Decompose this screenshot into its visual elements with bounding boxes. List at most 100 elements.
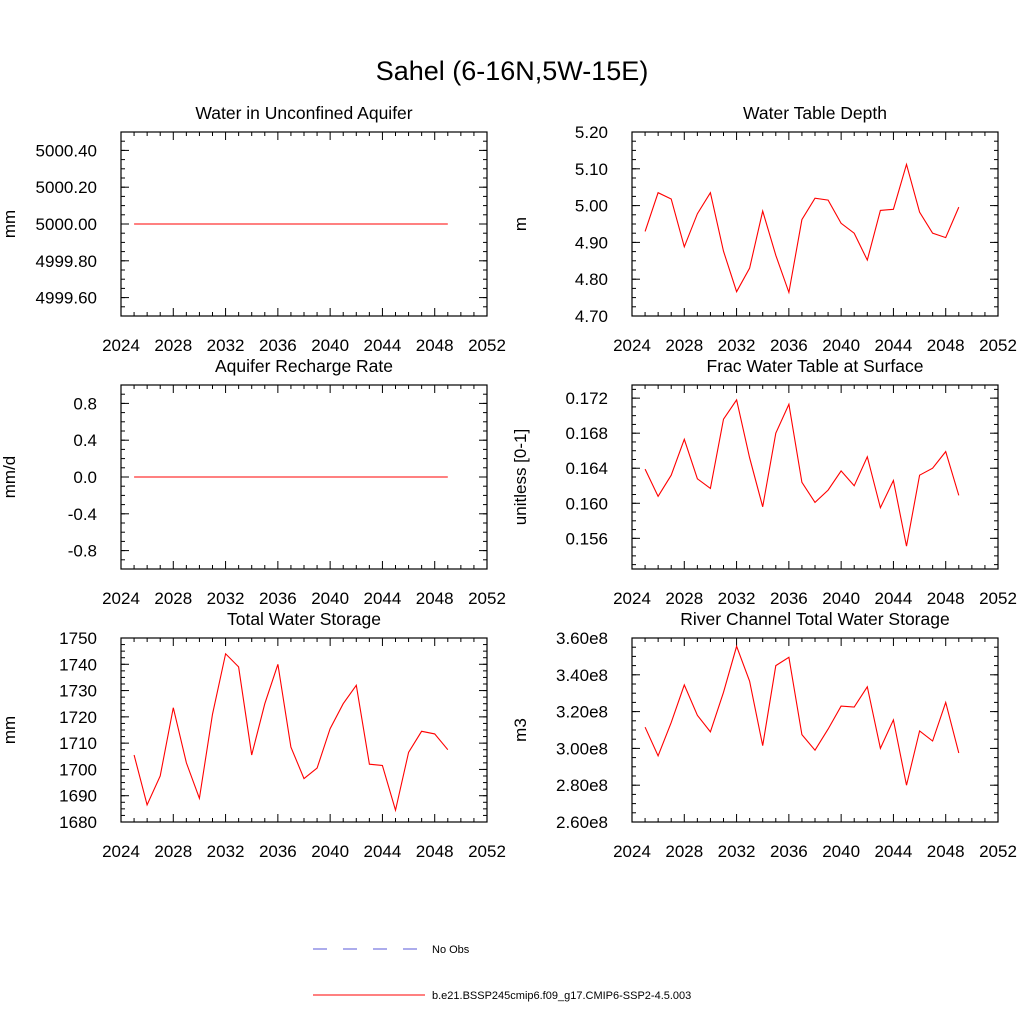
y-axis-label: mm/d xyxy=(0,456,19,499)
y-tick-label: 5000.20 xyxy=(36,178,97,197)
x-tick-label: 2048 xyxy=(927,589,965,608)
legend: No Obs b.e21.BSSP245cmip6.f09_g17.CMIP6-… xyxy=(313,944,691,1002)
y-tick-label: 0.172 xyxy=(565,389,608,408)
y-tick-label: 5000.00 xyxy=(36,215,97,234)
y-tick-label: 1680 xyxy=(59,813,97,832)
plot-frame xyxy=(120,637,488,823)
series-line xyxy=(133,652,449,813)
x-tick-label: 2032 xyxy=(207,842,245,861)
y-tick-label: 1720 xyxy=(59,708,97,727)
x-tick-label: 2028 xyxy=(665,336,703,355)
y-tick-label: 3.20e8 xyxy=(556,703,608,722)
x-tick-label: 2032 xyxy=(207,589,245,608)
y-tick-label: 1740 xyxy=(59,655,97,674)
y-tick-label: 3.60e8 xyxy=(556,629,608,648)
x-tick-label: 2024 xyxy=(102,589,140,608)
chart-panel-4: Frac Water Table at Surface unitless [0-1… xyxy=(511,356,1017,608)
x-tick-label: 2024 xyxy=(613,336,651,355)
x-tick-label: 2040 xyxy=(822,842,860,861)
x-tick-label: 2036 xyxy=(770,336,808,355)
y-tick-label: 0.164 xyxy=(565,459,608,478)
x-tick-label: 2048 xyxy=(927,336,965,355)
y-tick-label: 4999.60 xyxy=(36,289,97,308)
x-tick-label: 2040 xyxy=(822,589,860,608)
plot-frame xyxy=(631,384,999,570)
y-tick-label: -0.4 xyxy=(68,505,97,524)
chart-panel-3: Aquifer Recharge Rate mm/d 2024 2028 2032 203… xyxy=(0,356,506,608)
x-tick-label: 2028 xyxy=(665,589,703,608)
panel-title: Total Water Storage xyxy=(227,609,381,629)
x-tick-label: 2024 xyxy=(102,842,140,861)
x-tick-label: 2052 xyxy=(979,589,1017,608)
x-tick-label: 2044 xyxy=(875,842,913,861)
x-tick-label: 2040 xyxy=(311,336,349,355)
y-tick-label: 1700 xyxy=(59,760,97,779)
x-tick-label: 2048 xyxy=(416,589,454,608)
y-tick-label: 5.20 xyxy=(575,123,608,142)
plot-frame xyxy=(631,637,999,823)
chart-panel-5: Total Water Storage mm 2024 2028 2032 2036 204… xyxy=(0,609,506,861)
y-tick-label: 4.80 xyxy=(575,270,608,289)
x-tick-label: 2028 xyxy=(665,842,703,861)
x-tick-label: 2044 xyxy=(364,842,402,861)
y-tick-label: 0.4 xyxy=(73,431,97,450)
y-tick-label: 1730 xyxy=(59,682,97,701)
chart-panel-1: Water in Unconfined Aquifer mm 2024 2028 203… xyxy=(0,103,506,355)
x-tick-label: 2024 xyxy=(613,589,651,608)
x-tick-label: 2040 xyxy=(311,842,349,861)
series-line xyxy=(644,398,960,547)
x-tick-label: 2052 xyxy=(979,842,1017,861)
x-tick-label: 2036 xyxy=(259,842,297,861)
panel-title: River Channel Total Water Storage xyxy=(680,609,949,629)
y-tick-label: 1690 xyxy=(59,787,97,806)
legend-label-no-obs: No Obs xyxy=(432,944,470,956)
x-tick-label: 2044 xyxy=(875,336,913,355)
series-line xyxy=(644,644,960,786)
x-tick-label: 2028 xyxy=(154,842,192,861)
y-tick-label: 1750 xyxy=(59,629,97,648)
x-tick-label: 2028 xyxy=(154,336,192,355)
x-tick-label: 2048 xyxy=(416,336,454,355)
panel-title: Water Table Depth xyxy=(743,103,887,123)
y-tick-label: 1710 xyxy=(59,734,97,753)
x-tick-label: 2024 xyxy=(102,336,140,355)
x-tick-label: 2048 xyxy=(927,842,965,861)
y-tick-label: 2.60e8 xyxy=(556,813,608,832)
x-tick-label: 2036 xyxy=(259,589,297,608)
x-tick-label: 2028 xyxy=(154,589,192,608)
x-tick-label: 2044 xyxy=(875,589,913,608)
x-tick-label: 2052 xyxy=(468,842,506,861)
y-tick-label: 0.156 xyxy=(565,529,608,548)
x-tick-label: 2036 xyxy=(259,336,297,355)
x-tick-label: 2032 xyxy=(207,336,245,355)
y-axis-label: mm xyxy=(0,716,19,744)
y-tick-label: 4999.80 xyxy=(36,252,97,271)
y-axis-label: m3 xyxy=(511,718,530,742)
x-tick-label: 2044 xyxy=(364,589,402,608)
y-tick-label: 0.8 xyxy=(73,394,97,413)
legend-label-model: b.e21.BSSP245cmip6.f09_g17.CMIP6-SSP2-4.… xyxy=(432,990,691,1002)
x-tick-label: 2044 xyxy=(364,336,402,355)
x-tick-label: 2032 xyxy=(718,336,756,355)
panel-title: Aquifer Recharge Rate xyxy=(215,356,393,376)
chart-panel-6: River Channel Total Water Storage m3 2024 2… xyxy=(511,609,1017,861)
y-axis-label: m xyxy=(511,217,530,231)
y-tick-label: 0.0 xyxy=(73,468,97,487)
y-tick-label: 3.40e8 xyxy=(556,666,608,685)
y-tick-label: 4.70 xyxy=(575,307,608,326)
panel-title: Water in Unconfined Aquifer xyxy=(195,103,412,123)
y-tick-label: 2.80e8 xyxy=(556,776,608,795)
chart-panel-2: Water Table Depth m 2024 2028 2032 2036 2040 20… xyxy=(511,103,1017,355)
y-tick-label: 5.00 xyxy=(575,197,608,216)
y-tick-label: -0.8 xyxy=(68,542,97,561)
y-tick-label: 3.00e8 xyxy=(556,739,608,758)
y-tick-label: 0.160 xyxy=(565,494,608,513)
x-tick-label: 2052 xyxy=(468,336,506,355)
x-tick-label: 2052 xyxy=(979,336,1017,355)
plot-frame xyxy=(631,131,999,317)
x-tick-label: 2040 xyxy=(311,589,349,608)
x-tick-label: 2032 xyxy=(718,842,756,861)
y-axis-label: unitless [0-1] xyxy=(511,429,530,525)
x-tick-label: 2036 xyxy=(770,842,808,861)
